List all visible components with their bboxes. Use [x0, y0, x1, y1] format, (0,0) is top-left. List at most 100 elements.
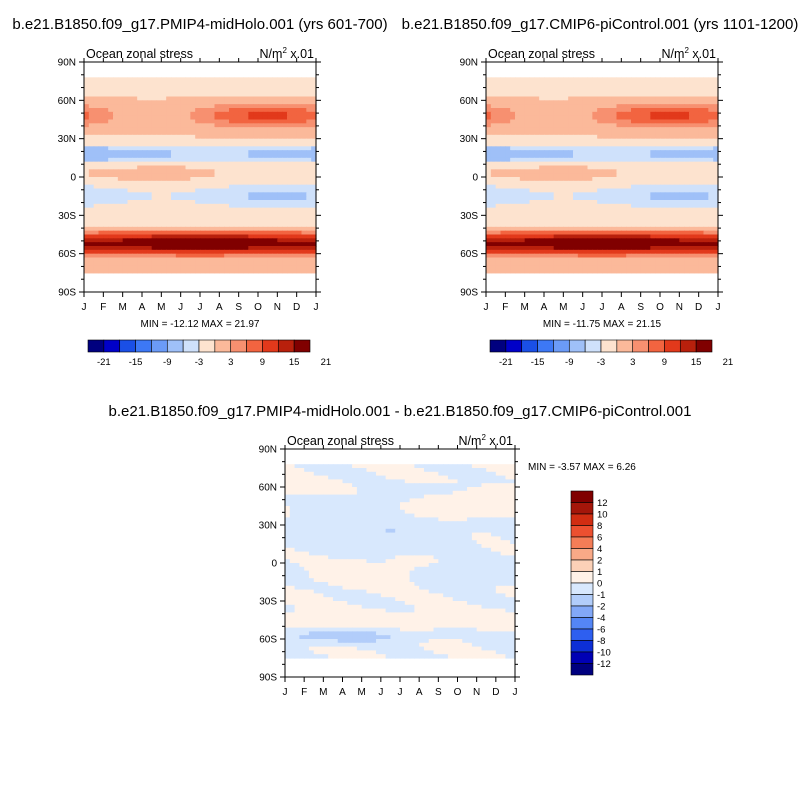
field-cell: [311, 131, 317, 136]
field-cell: [553, 242, 560, 247]
field-cell: [529, 142, 535, 147]
field-cell: [664, 265, 671, 270]
field-cell: [621, 127, 627, 132]
field-cell: [224, 115, 230, 121]
field-cell: [113, 223, 119, 228]
field-cell: [708, 246, 714, 251]
field-cell: [108, 150, 114, 155]
field-cell: [597, 119, 603, 124]
field-cell: [282, 131, 288, 136]
field-cell: [486, 253, 492, 259]
field-cell: [306, 253, 312, 259]
field-cell: [296, 77, 303, 82]
field-cell: [233, 123, 240, 128]
field-cell: [190, 226, 196, 232]
field-cell: [655, 261, 661, 266]
field-cell: [195, 211, 201, 216]
field-cell: [660, 157, 666, 163]
field-cell: [253, 265, 259, 270]
field-cell: [190, 81, 196, 86]
field-cell: [233, 215, 240, 220]
field-cell: [713, 157, 719, 163]
field-cell: [166, 196, 172, 201]
field-cell: [510, 146, 516, 151]
field-cell: [229, 100, 235, 105]
field-cell: [93, 242, 100, 247]
field-cell: [311, 192, 317, 197]
field-cell: [277, 154, 283, 159]
field-cell: [209, 169, 216, 174]
field-cell: [490, 177, 497, 182]
field-cell: [650, 115, 656, 121]
field-cell: [577, 261, 584, 266]
field-cell: [713, 85, 719, 90]
field-cell: [621, 219, 627, 224]
field-cell: [200, 223, 206, 228]
field-cell: [180, 180, 187, 186]
field-cell: [558, 77, 564, 82]
field-cell: [258, 161, 264, 167]
field-cell: [602, 242, 608, 247]
field-cell: [635, 180, 642, 186]
field-cell: [103, 165, 109, 170]
field-cell: [282, 157, 288, 163]
field-cell: [621, 150, 627, 155]
field-cell: [606, 230, 613, 236]
field-cell: [664, 230, 671, 236]
field-cell: [127, 253, 133, 259]
field-cell: [311, 127, 317, 132]
field-cell: [602, 230, 608, 236]
field-cell: [631, 150, 637, 155]
field-cell: [674, 92, 680, 98]
field-cell: [519, 226, 526, 232]
field-cell: [233, 119, 240, 124]
field-cell: [534, 196, 540, 201]
field-cell: [142, 85, 148, 90]
field-cell: [127, 257, 133, 262]
field-cell: [296, 253, 303, 259]
field-cell: [713, 234, 719, 239]
field-cell: [568, 96, 574, 101]
field-cell: [258, 173, 264, 178]
field-cell: [621, 134, 627, 140]
field-cell: [224, 257, 230, 262]
field-cell: [544, 269, 550, 274]
field-cell: [175, 188, 182, 193]
field-cell: [117, 215, 124, 220]
field-cell: [655, 257, 661, 262]
field-cell: [515, 203, 521, 209]
field-cell: [84, 203, 90, 209]
field-cell: [486, 257, 492, 262]
field-cell: [524, 253, 531, 259]
field-cell: [243, 85, 249, 90]
field-cell: [640, 165, 647, 170]
field-cell: [660, 123, 666, 128]
field-cell: [243, 200, 249, 205]
field-cell: [175, 92, 182, 98]
field-cell: [301, 81, 307, 86]
field-cell: [563, 200, 569, 205]
field-cell: [645, 77, 651, 82]
field-cell: [88, 85, 95, 90]
field-cell: [171, 100, 177, 105]
field-cell: [582, 146, 589, 151]
field-cell: [238, 192, 245, 197]
field-cell: [200, 184, 206, 190]
field-cell: [544, 230, 550, 236]
field-cell: [224, 261, 230, 266]
field-cell: [277, 169, 283, 174]
field-cell: [301, 154, 307, 159]
field-cell: [568, 154, 574, 159]
field-cell: [224, 96, 230, 101]
field-cell: [190, 188, 196, 193]
field-cell: [495, 177, 502, 182]
field-cell: [524, 131, 531, 136]
field-cell: [703, 111, 709, 117]
field-cell: [287, 161, 293, 167]
field-cell: [185, 108, 191, 113]
field-cell: [640, 96, 647, 101]
field-cell: [142, 157, 148, 163]
field-cell: [142, 88, 148, 94]
field-cell: [180, 146, 187, 151]
field-cell: [568, 100, 574, 105]
